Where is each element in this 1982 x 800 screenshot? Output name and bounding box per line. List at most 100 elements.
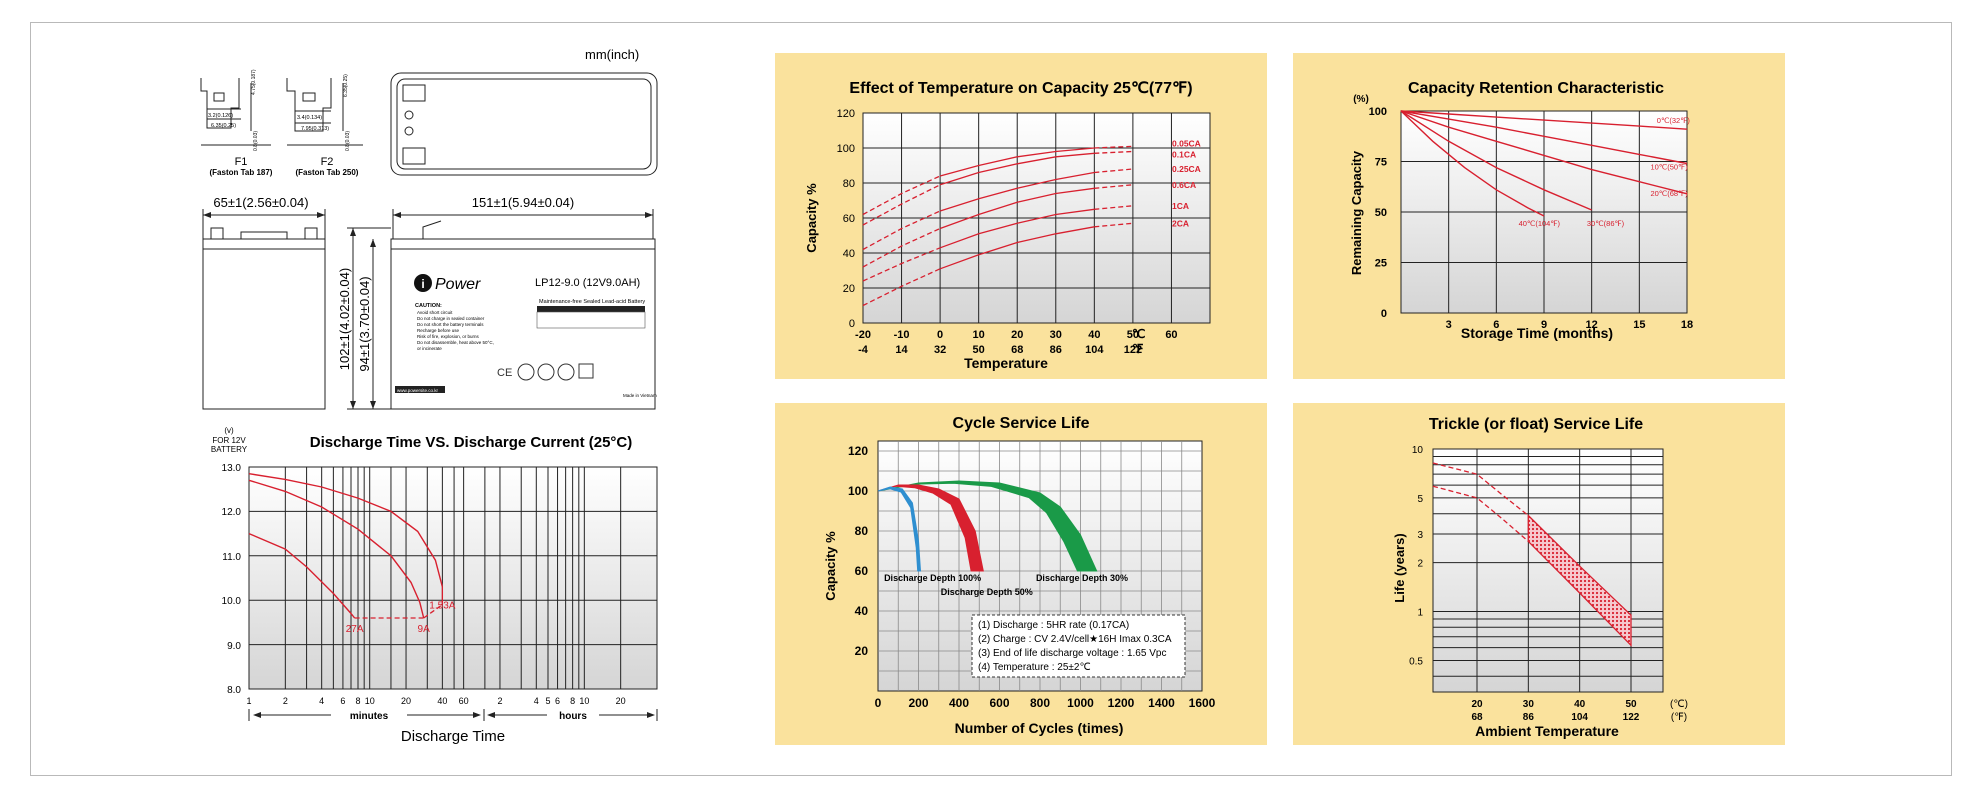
y-unit-label: (v) [224,426,234,435]
capacity-curve-low-temp [862,184,941,226]
made-in: Made in Vietnam [623,393,657,398]
caution-line: Avoid short circuit [417,310,453,315]
x-tick-label: 30 [1523,699,1535,710]
caution-line: Recharge before use [417,328,460,333]
retention-curve [1400,110,1545,217]
y-tick-label: 10 [1412,445,1424,456]
y-tick-label: 0 [1381,308,1387,320]
capacity-curve-low-temp [862,175,941,216]
battery-front-view: i Power LP12-9.0 (12V9.0AH) CAUTION: Avo… [390,220,657,410]
grid [863,113,1210,323]
y-tick-labels: 120 100 80 60 40 20 [848,444,868,658]
x-tick-label: 9 [1541,319,1547,331]
retention-curve [1400,110,1688,130]
x-tick-label: 20 [1011,329,1023,341]
test-conditions-box [971,614,1186,678]
caution-line: or incinerate [417,346,442,351]
x-tick-label: 68 [1011,344,1023,356]
x-tick-labels: 1 2 4 6 8 10 20 40 60 2 4 5 6 8 10 20 [246,696,625,706]
x-tick-label: 10 [365,696,375,706]
cutoff-line [423,604,443,619]
discharge-curves: 27A 9A 1.53A [248,473,456,635]
certification-icons: CE [497,363,594,381]
x-tick-label: -20 [855,329,871,341]
y-tick-label: 120 [848,444,868,458]
y-tick-labels: 120 100 80 60 40 20 0 [837,108,855,330]
y-tick-label: 100 [1369,106,1387,118]
f2-label: F2 [321,156,334,168]
x-tick-label: 122 [1623,712,1640,723]
plot-area [1432,448,1664,693]
capacity-curve-high-temp [1094,145,1133,149]
x-tick-label: 40 [1088,329,1100,341]
caution-line: Risk of fire, explosion, or burns [417,334,480,339]
x-tick-label: 0 [875,696,882,710]
x-tick-label: 0 [937,329,943,341]
x-axis-title: Ambient Temperature [1475,723,1619,739]
series-label: 0.6CA [1172,180,1196,190]
y-tick-label: 9.0 [227,641,241,652]
brand-name: Power [435,276,481,293]
x-tick-label: 3 [1446,319,1452,331]
y-tick-label: 100 [837,143,855,155]
fahrenheit-unit: (℉) [1671,712,1687,723]
fahrenheit-unit: ℉ [1132,342,1143,356]
y-tick-label: 60 [843,213,855,225]
cycle-life-bands [877,480,1098,572]
brand-logo-icon [414,274,432,292]
x-tick-labels: 0 200 400 600 800 1000 1200 1400 1600 [875,696,1216,710]
y-tick-label: 20 [855,644,869,658]
x-tick-label: 4 [534,696,539,706]
battery-type: Maintenance-free Sealed Lead-acid Batter… [539,299,645,305]
chart-title: Discharge Time VS. Discharge Current (25… [310,434,633,451]
cycle-service-life-chart: Cycle Service Life 120 100 80 60 40 20 0 200 40… [775,403,1267,745]
x-tick-label: 40 [1574,699,1586,710]
height-dimension-lines [347,227,391,410]
y-tick-label: 120 [837,108,855,120]
grid [1433,449,1663,692]
website-bar [395,386,445,393]
y-note-label: FOR 12V [212,436,246,445]
x-tick-label: 20 [1471,699,1483,710]
series-label: Discharge Depth 50% [941,587,1033,597]
capacity-curve-high-temp [1094,168,1133,174]
x-tick-label: 1200 [1108,696,1135,710]
x-tick-label: 12 [1586,319,1598,331]
y-tick-label: 11.0 [222,552,241,563]
x-axis-title: Discharge Time [401,728,505,745]
capacity-curve-low-temp [862,268,941,307]
x-tick-labels: -20 -10 0 10 20 30 40 50 60 -4 14 32 50 68 86 104 122 [855,329,1178,356]
f1-dim-4: 0.8(0.03) [253,131,259,151]
y-tick-label: 3 [1417,530,1423,541]
y-tick-label: 40 [855,604,869,618]
x-tick-labels: 20 30 40 50 68 86 104 122 [1471,699,1639,723]
trickle-service-life-chart: Trickle (or float) Service Life 10 5 3 2 1 0.… [1293,403,1785,745]
x-tick-label: 6 [340,696,345,706]
f2-dim-3: 6.35(0.25) [343,74,349,97]
length-dimension: 151±1(5.94±0.04) [472,195,574,210]
y-tick-labels: 10 5 3 2 1 0.5 [1409,445,1423,667]
x-tick-label: 30 [1050,329,1062,341]
caution-title: CAUTION: [415,303,442,309]
caution-line: Do not charge in sealed container [417,316,485,321]
capacity-curve [939,152,1095,186]
x-axis-title: Temperature [964,355,1048,371]
x-tick-label: 68 [1471,712,1483,723]
y-axis-title: Life (years) [1392,533,1407,602]
series-label: Discharge Depth 100% [884,573,981,583]
x-tick-label: 6 [1493,319,1499,331]
series-labels: 0℃(32℉) 10℃(50℉) 20℃(68℉) 30℃(86℉) 40℃(104℉) [1519,116,1691,228]
unit-label: mm(inch) [585,47,639,62]
series-label: 10℃(50℉) [1650,163,1688,172]
retention-curve [1400,110,1592,211]
discharge-curve [248,532,356,619]
retention-curve [1400,110,1688,195]
y-tick-label: 8.0 [227,685,241,696]
x-tick-label: 32 [934,344,946,356]
y-tick-label: 80 [843,178,855,190]
battery-side-view [202,227,326,410]
y-unit-label: (%) [1353,94,1369,105]
x-tick-label: 2 [497,696,502,706]
x-tick-label: -4 [858,344,869,356]
y-axis-title: Remaining Capacity [1349,150,1364,275]
